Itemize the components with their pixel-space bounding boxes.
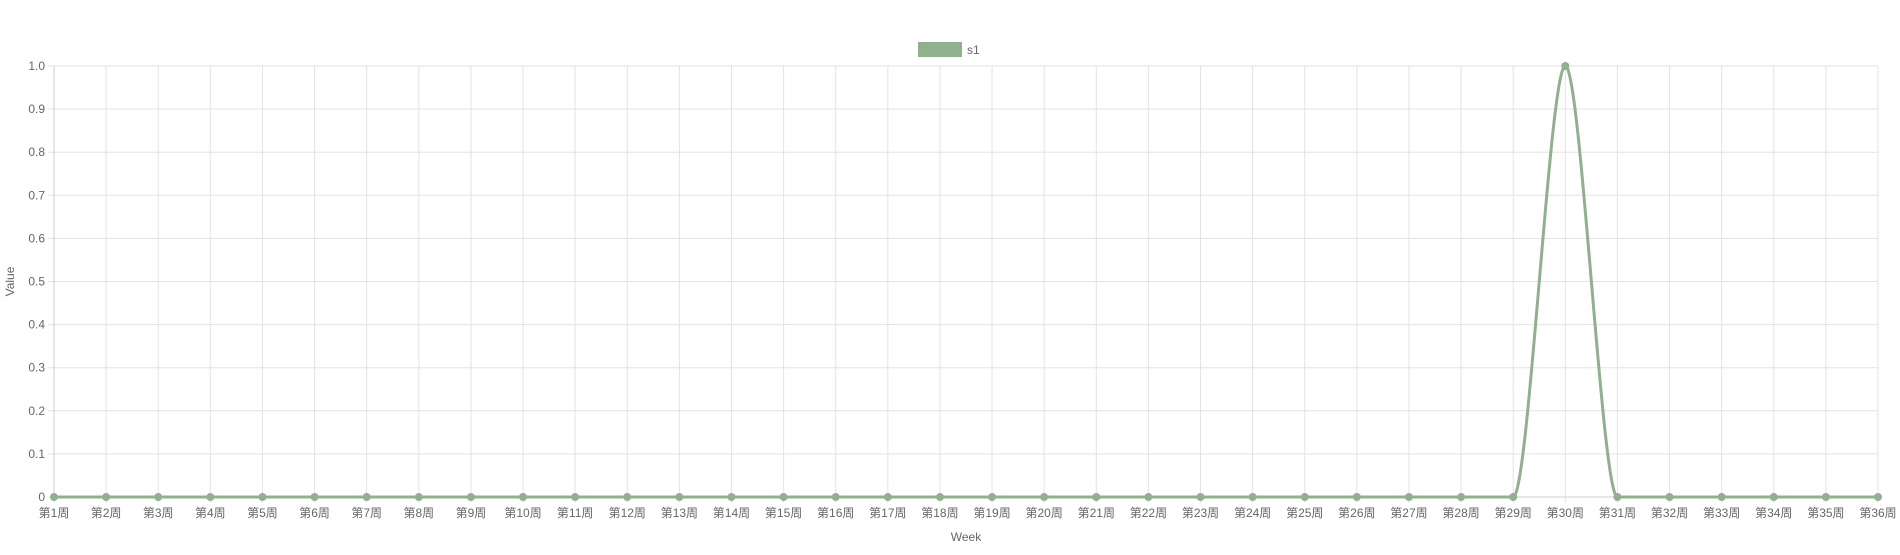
x-tick-label: 第36周 [1859,506,1896,520]
data-point[interactable] [1874,493,1882,501]
series-layer [50,62,1882,501]
x-tick-label: 第15周 [765,506,802,520]
data-point[interactable] [571,493,580,501]
data-point[interactable] [466,493,475,501]
y-tick-label: 0.1 [28,447,45,461]
y-tick-label: 0 [38,490,45,504]
grid [48,65,1879,503]
x-tick-label: 第18周 [921,506,958,520]
data-point[interactable] [935,493,944,501]
data-point[interactable] [1509,493,1518,501]
y-tick-label: 0.5 [28,275,45,289]
x-tick-label: 第25周 [1286,506,1323,520]
x-tick-label: 第4周 [195,506,226,520]
x-tick-label: 第32周 [1651,506,1688,520]
x-axis-title: Week [951,530,982,544]
x-tick-label: 第13周 [661,506,698,520]
x-tick-label: 第16周 [817,506,854,520]
data-point[interactable] [779,493,788,501]
x-tick-label: 第7周 [351,506,382,520]
data-point[interactable] [414,493,423,501]
legend-label[interactable]: s1 [967,43,980,57]
data-point[interactable] [1092,493,1101,501]
data-point[interactable] [50,493,58,501]
x-tick-label: 第14周 [713,506,750,520]
x-tick-label: 第27周 [1390,506,1427,520]
data-point[interactable] [1457,493,1466,501]
x-tick-label: 第1周 [39,506,70,520]
data-point[interactable] [1196,493,1205,501]
data-point[interactable] [1144,493,1153,501]
y-tick-label: 0.6 [28,231,45,245]
data-point[interactable] [362,493,371,501]
x-tick-label: 第8周 [403,506,434,520]
x-tick-label: 第17周 [869,506,906,520]
x-tick-label: 第21周 [1078,506,1115,520]
data-point[interactable] [1561,62,1570,70]
data-point[interactable] [675,493,684,501]
data-point[interactable] [310,493,319,501]
x-tick-label: 第29周 [1495,506,1532,520]
data-point[interactable] [206,493,215,501]
data-point[interactable] [988,493,997,501]
y-tick-label: 0.3 [28,361,45,375]
x-tick-label: 第31周 [1599,506,1636,520]
data-point[interactable] [623,493,632,501]
x-tick-label: 第22周 [1130,506,1167,520]
x-tick-label: 第3周 [143,506,174,520]
x-tick-label: 第33周 [1703,506,1740,520]
x-tick-label: 第19周 [973,506,1010,520]
y-tick-label: 0.9 [28,102,45,116]
x-tick-label: 第12周 [609,506,646,520]
data-point[interactable] [1613,493,1622,501]
x-tick-label: 第23周 [1182,506,1219,520]
data-point[interactable] [1717,493,1726,501]
data-point[interactable] [1352,493,1361,501]
x-tick-label: 第20周 [1025,506,1062,520]
y-tick-label: 0.2 [28,404,45,418]
x-tick-label: 第35周 [1807,506,1844,520]
axes: 0 0.1 0.2 0.3 0.4 0.5 0.6 0.7 0.8 0.9 1.0 第1周 第2周 第3周… [28,59,1896,520]
data-point[interactable] [1821,493,1830,501]
x-tick-label: 第10周 [504,506,541,520]
x-tick-label: 第24周 [1234,506,1271,520]
y-tick-label: 0.7 [28,188,45,202]
data-point[interactable] [519,493,528,501]
x-tick-label: 第2周 [91,506,122,520]
data-point[interactable] [1300,493,1309,501]
y-axis-title: Value [3,266,17,296]
x-tick-label: 第34周 [1755,506,1792,520]
y-tick-label: 0.4 [28,318,45,332]
data-point[interactable] [258,493,267,501]
y-tick-label: 0.8 [28,145,45,159]
data-point[interactable] [1665,493,1674,501]
data-point[interactable] [727,493,736,501]
data-point[interactable] [1404,493,1413,501]
data-point[interactable] [831,493,840,501]
y-tick-label: 1.0 [28,59,45,73]
x-tick-label: 第5周 [247,506,278,520]
x-tick-label: 第9周 [456,506,487,520]
data-point[interactable] [1040,493,1049,501]
x-tick-label: 第26周 [1338,506,1375,520]
data-point[interactable] [883,493,892,501]
data-point[interactable] [154,493,163,501]
x-tick-label: 第28周 [1442,506,1479,520]
legend-swatch[interactable] [918,42,962,57]
x-tick-label: 第30周 [1547,506,1584,520]
data-point[interactable] [1248,493,1257,501]
x-tick-label: 第6周 [299,506,330,520]
x-tick-label: 第11周 [557,506,593,520]
data-point[interactable] [102,493,111,501]
data-point[interactable] [1769,493,1778,501]
legend[interactable]: s1 [918,42,980,57]
